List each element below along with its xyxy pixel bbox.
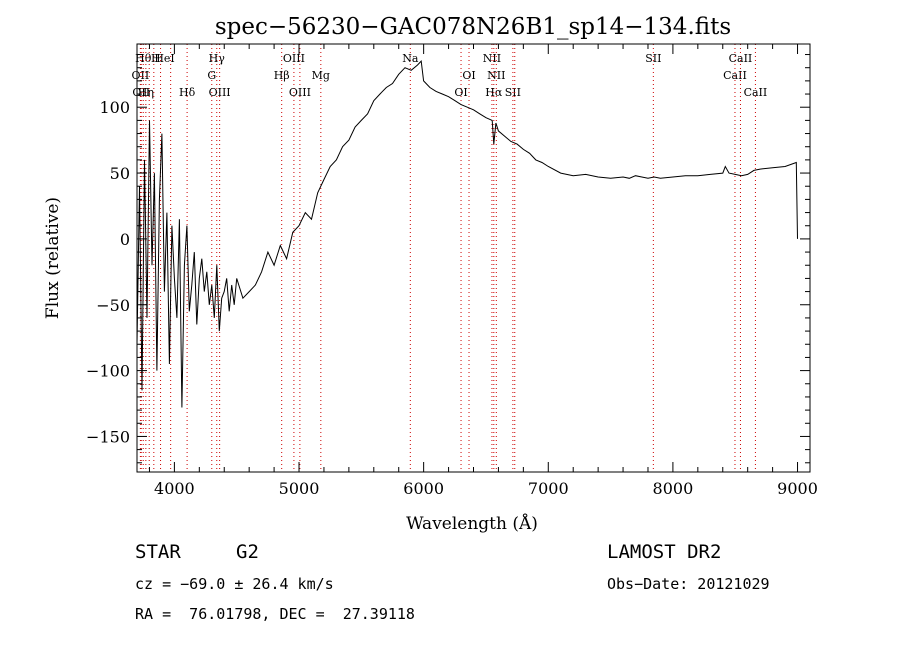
line-marker-label: OIII — [283, 52, 305, 65]
line-marker-label: CaII — [729, 52, 753, 65]
line-marker-label: OI — [462, 69, 475, 82]
line-marker-label: OI — [454, 86, 467, 99]
x-tick-label: 4000 — [154, 479, 195, 498]
line-marker-label: Hγ — [209, 52, 226, 65]
object-subclass: G2 — [236, 541, 259, 563]
line-marker-label: OII — [132, 69, 150, 82]
line-marker-label: OIII — [209, 86, 231, 99]
spectrum-series-line — [136, 59, 798, 408]
observation-date: Obs−Date: 20121029 — [607, 575, 770, 593]
axis-ticks: 4000 5000 6000 7000 8000 9000 100 50 0 −50 −100 −15… — [86, 44, 818, 498]
x-axis-label: Wavelength (Å) — [406, 513, 538, 534]
y-tick-label: −100 — [86, 362, 130, 381]
line-marker-label: NII — [487, 69, 505, 82]
line-marker-label: Na — [402, 52, 419, 65]
x-tick-label: 7000 — [528, 479, 569, 498]
y-tick-label: 0 — [120, 230, 130, 249]
redshift-velocity: cz = −69.0 ± 26.4 km/s — [135, 575, 334, 593]
line-marker-label: SII — [505, 86, 521, 99]
x-tick-label: 6000 — [403, 479, 444, 498]
chart-title: spec−56230−GAC078N26B1_sp14−134.fits — [215, 14, 731, 40]
line-marker-label: H — [151, 52, 161, 65]
line-marker-label: Hβ — [274, 69, 290, 82]
plot-frame — [136, 43, 811, 473]
y-tick-label: 100 — [99, 98, 130, 117]
object-class: STAR — [135, 541, 181, 563]
survey-name: LAMOST DR2 — [607, 541, 722, 563]
x-tick-label: 8000 — [653, 479, 694, 498]
line-marker-label: Hη — [138, 86, 154, 99]
line-marker-label: SII — [645, 52, 661, 65]
line-marker-label: NII — [483, 52, 501, 65]
line-marker-label: G — [207, 69, 216, 82]
line-marker-label: Hδ — [179, 86, 196, 99]
line-marker-label: HeI — [154, 52, 174, 65]
line-marker-label: Hα — [485, 86, 503, 99]
spectral-line-markers: OIIOIIHθHηHHeIHδGHγOIIIHβOIIIOIIIMgNaOIO… — [132, 44, 768, 472]
y-tick-label: −50 — [96, 296, 130, 315]
line-marker-label: OIII — [289, 86, 311, 99]
x-tick-label: 9000 — [777, 479, 818, 498]
y-axis-label: Flux (relative) — [43, 197, 63, 319]
sky-coordinates: RA = 76.01798, DEC = 27.39118 — [135, 605, 415, 623]
line-marker-label: CaII — [723, 69, 747, 82]
line-marker-label: Mg — [312, 69, 330, 82]
y-tick-label: 50 — [110, 164, 130, 183]
x-tick-label: 5000 — [279, 479, 320, 498]
y-tick-label: −150 — [86, 427, 130, 446]
line-marker-label: Hθ — [135, 52, 152, 65]
line-marker-label: CaII — [744, 86, 768, 99]
